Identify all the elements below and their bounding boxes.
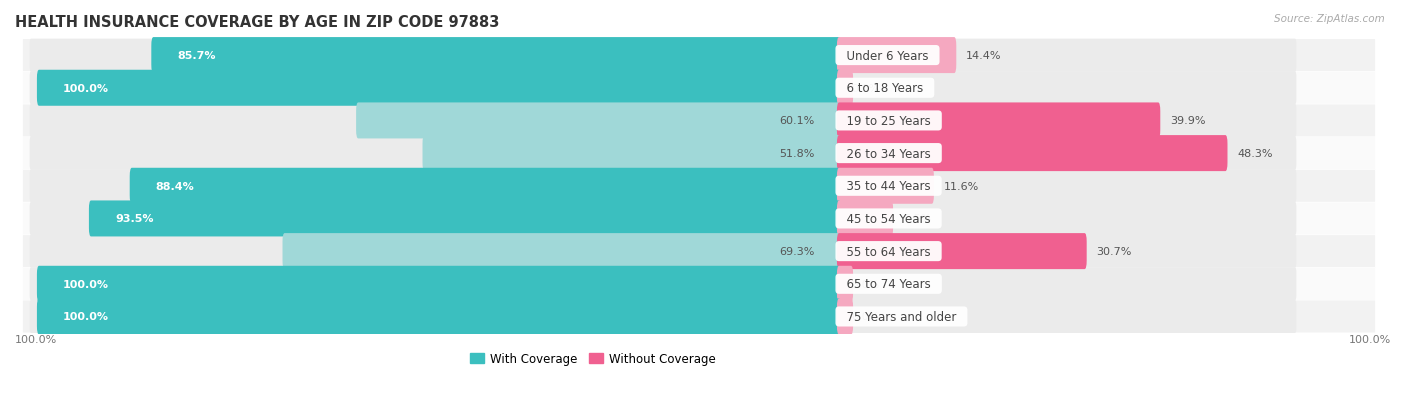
FancyBboxPatch shape [129, 169, 841, 204]
FancyBboxPatch shape [30, 40, 841, 72]
FancyBboxPatch shape [30, 202, 841, 235]
Text: 69.3%: 69.3% [779, 247, 815, 256]
Text: 48.3%: 48.3% [1237, 149, 1272, 159]
FancyBboxPatch shape [30, 268, 841, 301]
FancyBboxPatch shape [838, 72, 1296, 105]
Text: 100.0%: 100.0% [63, 83, 110, 93]
FancyBboxPatch shape [22, 203, 1375, 235]
Text: 100.0%: 100.0% [1348, 335, 1391, 344]
Text: 88.4%: 88.4% [156, 181, 194, 191]
Text: 6 to 18 Years: 6 to 18 Years [839, 82, 931, 95]
FancyBboxPatch shape [838, 105, 1296, 138]
FancyBboxPatch shape [22, 73, 1375, 104]
FancyBboxPatch shape [837, 266, 853, 302]
FancyBboxPatch shape [837, 38, 956, 74]
Text: 14.4%: 14.4% [966, 51, 1001, 61]
FancyBboxPatch shape [423, 136, 841, 172]
FancyBboxPatch shape [838, 170, 1296, 203]
FancyBboxPatch shape [22, 138, 1375, 170]
FancyBboxPatch shape [837, 299, 853, 335]
Text: 51.8%: 51.8% [779, 149, 815, 159]
Text: 0.0%: 0.0% [851, 83, 879, 93]
FancyBboxPatch shape [89, 201, 841, 237]
FancyBboxPatch shape [838, 40, 1296, 72]
FancyBboxPatch shape [37, 266, 841, 302]
Text: 100.0%: 100.0% [15, 335, 58, 344]
FancyBboxPatch shape [22, 105, 1375, 137]
FancyBboxPatch shape [837, 136, 1227, 172]
Text: 30.7%: 30.7% [1097, 247, 1132, 256]
Text: 39.9%: 39.9% [1170, 116, 1206, 126]
Text: Source: ZipAtlas.com: Source: ZipAtlas.com [1274, 14, 1385, 24]
Text: 35 to 44 Years: 35 to 44 Years [839, 180, 938, 193]
Text: 75 Years and older: 75 Years and older [839, 310, 965, 323]
Text: 19 to 25 Years: 19 to 25 Years [839, 115, 938, 128]
FancyBboxPatch shape [30, 300, 841, 333]
FancyBboxPatch shape [152, 38, 841, 74]
FancyBboxPatch shape [30, 72, 841, 105]
FancyBboxPatch shape [37, 299, 841, 335]
FancyBboxPatch shape [22, 170, 1375, 202]
FancyBboxPatch shape [37, 71, 841, 107]
Text: 100.0%: 100.0% [63, 312, 110, 322]
FancyBboxPatch shape [838, 268, 1296, 301]
FancyBboxPatch shape [838, 235, 1296, 268]
Text: Under 6 Years: Under 6 Years [839, 50, 936, 62]
Text: 60.1%: 60.1% [780, 116, 815, 126]
FancyBboxPatch shape [22, 301, 1375, 332]
FancyBboxPatch shape [30, 105, 841, 138]
FancyBboxPatch shape [838, 202, 1296, 235]
Legend: With Coverage, Without Coverage: With Coverage, Without Coverage [465, 348, 721, 370]
Text: 55 to 64 Years: 55 to 64 Years [839, 245, 938, 258]
Text: HEALTH INSURANCE COVERAGE BY AGE IN ZIP CODE 97883: HEALTH INSURANCE COVERAGE BY AGE IN ZIP … [15, 15, 499, 30]
Text: 45 to 54 Years: 45 to 54 Years [839, 212, 938, 225]
Text: 26 to 34 Years: 26 to 34 Years [839, 147, 938, 160]
FancyBboxPatch shape [22, 40, 1375, 72]
Text: 0.0%: 0.0% [851, 312, 879, 322]
FancyBboxPatch shape [837, 201, 893, 237]
FancyBboxPatch shape [837, 71, 853, 107]
FancyBboxPatch shape [30, 170, 841, 203]
FancyBboxPatch shape [283, 233, 841, 269]
Text: 6.5%: 6.5% [903, 214, 931, 224]
FancyBboxPatch shape [356, 103, 841, 139]
FancyBboxPatch shape [22, 235, 1375, 268]
Text: 11.6%: 11.6% [943, 181, 979, 191]
Text: 0.0%: 0.0% [851, 279, 879, 289]
FancyBboxPatch shape [837, 233, 1087, 269]
FancyBboxPatch shape [838, 137, 1296, 170]
Text: 85.7%: 85.7% [177, 51, 217, 61]
Text: 100.0%: 100.0% [63, 279, 110, 289]
FancyBboxPatch shape [22, 268, 1375, 300]
FancyBboxPatch shape [838, 300, 1296, 333]
FancyBboxPatch shape [837, 169, 934, 204]
FancyBboxPatch shape [30, 235, 841, 268]
Text: 93.5%: 93.5% [115, 214, 153, 224]
FancyBboxPatch shape [30, 137, 841, 170]
FancyBboxPatch shape [837, 103, 1160, 139]
Text: 65 to 74 Years: 65 to 74 Years [839, 278, 938, 291]
